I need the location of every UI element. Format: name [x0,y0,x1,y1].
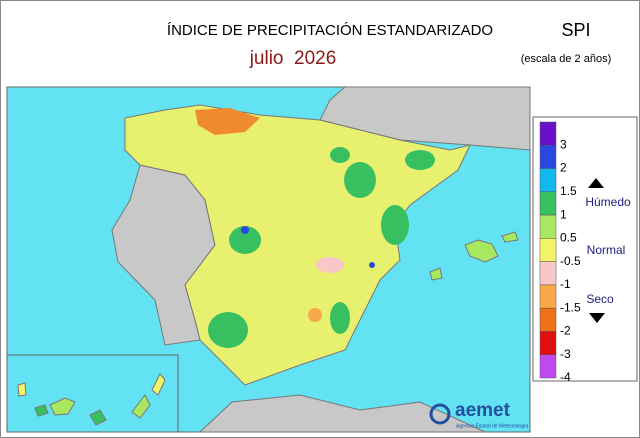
period: julio 2026 [249,48,337,69]
island [89,409,107,426]
wet-patch [330,302,350,334]
menorca [501,231,519,243]
mallorca [464,239,499,263]
legend-tick-label: -1 [560,277,571,291]
map [6,86,531,433]
dry-spot [316,257,344,273]
very-wet-spot [241,226,249,234]
legend-band [539,121,557,146]
legend-label: Húmedo [585,195,631,209]
spain [124,104,471,386]
legend-band [539,214,557,239]
legend-tick-label: -2 [560,324,571,338]
wet-patch [344,162,376,198]
canary-inset [6,354,179,433]
legend-tick-label: 0.5 [560,231,577,245]
legend-band [539,284,557,309]
island [49,397,76,416]
island [34,404,49,417]
logo-mark [429,403,451,425]
legend-band [539,354,557,379]
logo-name: aemet [455,400,511,421]
logo-tagline: Agencia Estatal de Meteorología [456,423,528,429]
legend: 321.510.5-0.5-1-1.5-2-3-4 Húmedo Normal … [532,116,638,384]
ibiza [429,267,443,281]
down-arrow [589,313,605,323]
island [151,373,166,396]
wet-patch [330,147,350,163]
legend-scale: 3 2 1.5 1 0.5 -0.5 -1 -1.5 -2 -3 -4 [539,121,581,384]
legend-tick-label: -1.5 [560,300,581,314]
wet-patch [208,312,248,348]
legend-tick-label: -3 [560,347,571,361]
legend-band [539,261,557,286]
very-wet-spot [369,262,375,268]
africa [198,394,486,433]
logo: aemet Agencia Estatal de Meteorología [429,400,528,429]
legend-band [539,331,557,355]
dry-patch [195,108,260,135]
legend-tick-label: 1 [560,207,567,221]
legend-band [539,191,557,216]
legend-band [539,145,557,169]
wet-patch [229,226,261,254]
france [319,86,531,151]
legend-band [539,238,557,262]
legend-tick-label: -4 [560,370,571,384]
scale-note: (escala de 2 años) [521,53,612,65]
island [17,382,27,397]
legend-label: Normal [587,243,626,257]
up-arrow [588,178,604,188]
legend-tick-label: 3 [560,137,567,151]
island [131,394,151,419]
legend-band [539,307,557,332]
legend-tick-label: -0.5 [560,254,581,268]
legend-tick-label: 1.5 [560,184,577,198]
wet-patch [381,205,409,245]
dry-spot [308,308,322,322]
legend-label: Seco [586,292,614,306]
index-name: SPI [561,20,590,40]
legend-tick-label: 2 [560,161,567,175]
wet-patch [405,150,435,170]
title: ÍNDICE DE PRECIPITACIÓN ESTANDARIZADO [167,22,493,39]
legend-band [539,168,557,193]
